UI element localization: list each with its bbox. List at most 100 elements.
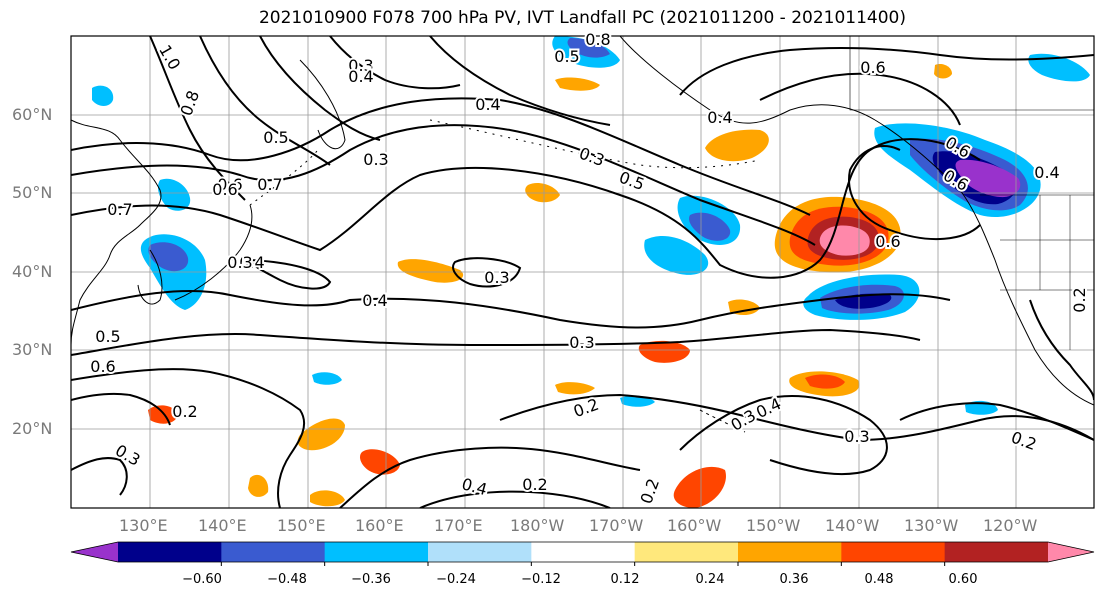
shade-negative-canada-core xyxy=(955,159,1021,198)
coast-asia-east xyxy=(71,119,162,346)
coast-alaska xyxy=(619,36,876,124)
lat-label: 40°N xyxy=(12,262,53,281)
lon-label: 170°E xyxy=(434,516,483,535)
colorbar-extend-min xyxy=(71,542,118,562)
shade-positive-small8 xyxy=(555,77,600,91)
contour-label: 0.6 xyxy=(90,357,115,376)
contour-label: 0.3 xyxy=(227,253,252,272)
contour-label: 0.5 xyxy=(263,128,288,147)
colorbar-segment xyxy=(324,542,429,562)
contour-11 xyxy=(499,393,1094,442)
contour-label: 0.5 xyxy=(554,47,579,66)
contour-7 xyxy=(71,328,921,356)
shade-positive-small7 xyxy=(248,474,269,497)
shade-positive-kuril xyxy=(397,259,464,283)
lon-label: 120°W xyxy=(983,516,1038,535)
colorbar xyxy=(70,541,1095,566)
colorbar-outline xyxy=(70,541,1095,563)
border-states xyxy=(1000,195,1094,350)
contour-label: 0.6 xyxy=(212,180,237,199)
contour-22 xyxy=(429,36,611,126)
coast-aleutians xyxy=(429,119,761,169)
contour-label: 0.4 xyxy=(239,253,264,272)
contour-label: 0.8 xyxy=(585,30,610,49)
contour-16 xyxy=(848,145,981,241)
contour-label: 0.2 xyxy=(1070,287,1089,312)
shade-positive-midpac xyxy=(638,340,690,363)
contour-10 xyxy=(419,490,611,508)
shade-negative-bering-core xyxy=(567,38,610,58)
shade-negative-ne xyxy=(1028,53,1090,82)
coast-kamchatka xyxy=(299,59,346,150)
border-alaska xyxy=(849,36,1094,111)
contour-label: 0.4 xyxy=(1034,163,1059,182)
contour-label: 0.4 xyxy=(348,67,373,86)
contour-19 xyxy=(199,36,331,166)
contour-label: 0.2 xyxy=(522,475,547,494)
shade-positive-small3 xyxy=(148,405,178,424)
contour-label: 0.6 xyxy=(875,232,900,251)
contour-12 xyxy=(679,395,888,476)
contour-label: 0.3 xyxy=(348,56,373,75)
shade-negative-small9 xyxy=(312,372,342,385)
lon-label: 180°W xyxy=(510,516,565,535)
contour-14 xyxy=(759,72,961,126)
contour-label: 0.6 xyxy=(217,175,242,194)
colorbar-tick-label: −0.12 xyxy=(521,572,561,587)
contour-4 xyxy=(71,290,951,329)
colorbar-segment xyxy=(944,542,1049,562)
lat-label: 60°N xyxy=(12,105,53,124)
shade-negative-kamchatka xyxy=(157,178,191,211)
colorbar-tick-label: −0.48 xyxy=(267,572,307,587)
contour-9 xyxy=(339,446,641,508)
contour-13 xyxy=(899,402,1094,441)
contour-label: 0.4 xyxy=(475,95,500,114)
contour-20 xyxy=(259,36,381,141)
contour-label: 0.3 xyxy=(363,150,388,169)
contour-23 xyxy=(71,392,171,426)
shading-layer xyxy=(92,36,1090,508)
lon-label: 130°E xyxy=(119,516,168,535)
colorbar-segment xyxy=(841,542,946,562)
shade-positive-aleutian xyxy=(705,129,769,162)
contour-label: 0.7 xyxy=(107,200,132,219)
lon-label: 170°W xyxy=(589,516,644,535)
contour-24 xyxy=(71,457,128,496)
contour-label: 0.4 xyxy=(707,108,732,127)
lat-label: 50°N xyxy=(12,183,53,202)
colorbar-tick-label: 0.24 xyxy=(695,572,725,587)
colorbar-tick-label: 0.12 xyxy=(610,572,640,587)
graticule xyxy=(71,36,1094,508)
shade-positive-small6 xyxy=(310,490,345,507)
lon-label: 150°W xyxy=(746,516,801,535)
lon-label: 160°E xyxy=(355,516,404,535)
contour-8 xyxy=(71,368,306,508)
map-frame xyxy=(70,35,1095,509)
shade-positive-small5 xyxy=(934,64,952,79)
contour-label: 0.5 xyxy=(95,327,120,346)
contour-18 xyxy=(149,36,246,201)
coast-korea xyxy=(137,249,163,305)
plot-title: 2021010900 F078 700 hPa PV, IVT Landfall… xyxy=(258,8,906,28)
colorbar-segment xyxy=(531,542,636,562)
contour-label: 0.3 xyxy=(844,427,869,446)
shade-negative-midpac2-core xyxy=(689,212,731,241)
colorbar-tick-label: 0.36 xyxy=(779,572,809,587)
lat-label: 30°N xyxy=(12,340,53,359)
shade-negative-japan-core xyxy=(148,242,189,272)
colorbar-tick-label: −0.24 xyxy=(436,572,476,587)
shade-positive-small4 xyxy=(555,382,595,395)
shade-positive-south xyxy=(673,466,726,508)
coast-japan xyxy=(174,204,253,301)
colorbar-tick-label: −0.60 xyxy=(182,572,222,587)
colorbar-segment xyxy=(738,542,842,562)
contour-label: 0.7 xyxy=(257,175,282,194)
coast-na-west xyxy=(874,119,1094,406)
colorbar-tick-label: 0.48 xyxy=(864,572,894,587)
lon-label: 150°E xyxy=(277,516,326,535)
contour-label: 0.3 xyxy=(569,333,594,352)
colorbar-tick-label: 0.60 xyxy=(948,572,978,587)
shade-positive-gulf-peak xyxy=(819,225,870,256)
lon-label: 140°W xyxy=(825,516,880,535)
